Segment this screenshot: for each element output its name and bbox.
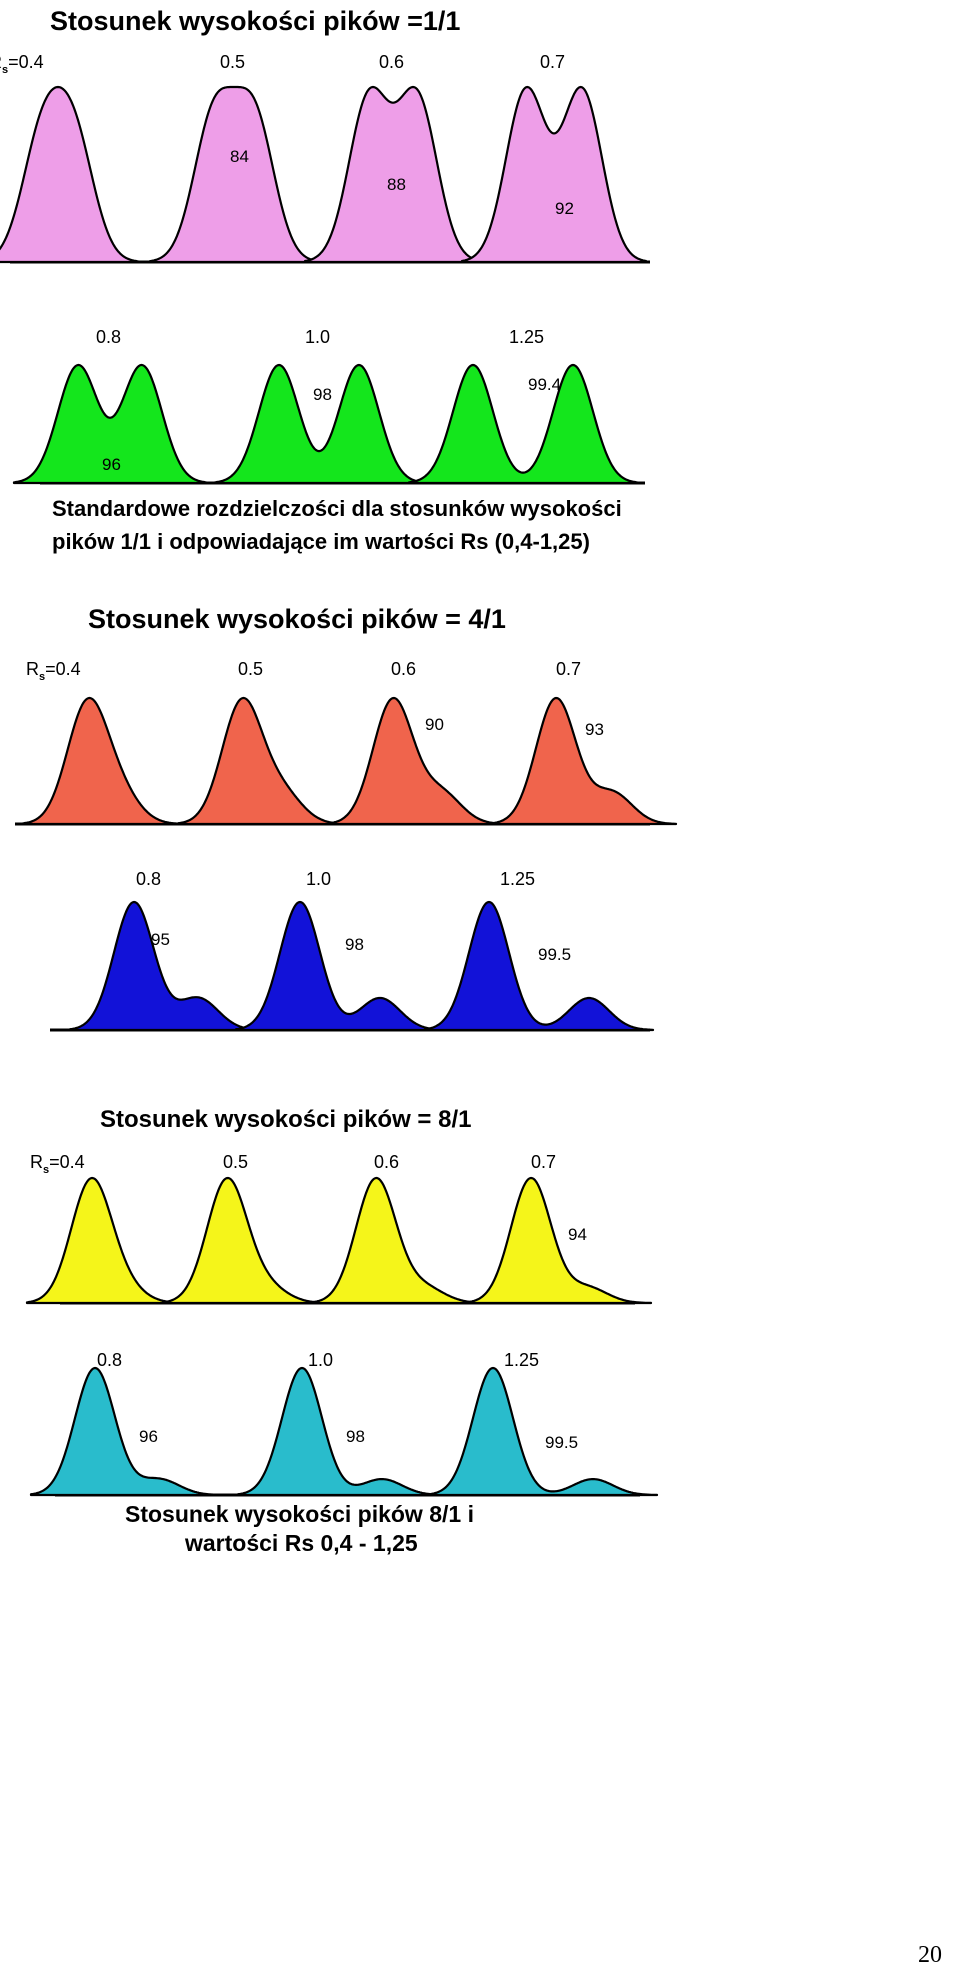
- peak-curve: [327, 696, 507, 826]
- peak-curve: [25, 1176, 189, 1305]
- caption-line: Standardowe rozdzielczości dla stosunków…: [52, 496, 622, 521]
- peak-row: Rs=0.4 0.5 0.6 0.7 94: [25, 1152, 653, 1305]
- rs-label: 1.0: [305, 327, 330, 347]
- valley-value: 90: [425, 715, 444, 734]
- valley-value: 94: [568, 1225, 587, 1244]
- rs-label: 1.0: [308, 1350, 333, 1370]
- peak-curve: [490, 696, 678, 826]
- rs-label: 0.6: [391, 659, 416, 679]
- peak-row: 0.8 96 1.0 98 1.25 99.4: [12, 327, 645, 485]
- rs-label: 0.6: [379, 52, 404, 72]
- valley-value: 99.4: [528, 375, 561, 394]
- peak-curve: [460, 85, 648, 264]
- rs-label: Rs=0.4: [26, 659, 81, 683]
- rs-label: 0.6: [374, 1152, 399, 1172]
- rs-label: Rs=0.4: [0, 52, 44, 76]
- caption-line: wartości Rs 0,4 - 1,25: [184, 1530, 418, 1556]
- section-3: Stosunek wysokości pików = 8/1 Rs=0.4 0.5 0…: [25, 1106, 659, 1556]
- peak-curve: [213, 363, 425, 485]
- peak-curve: [236, 1366, 448, 1497]
- section-title: Stosunek wysokości pików = 4/1: [88, 604, 506, 634]
- valley-value: 99.5: [538, 945, 571, 964]
- rs-label: 0.5: [223, 1152, 248, 1172]
- section-title: Stosunek wysokości pików =1/1: [50, 6, 460, 36]
- peak-curve: [68, 900, 264, 1032]
- peak-curve: [234, 900, 446, 1032]
- peak-curve: [423, 900, 655, 1032]
- rs-label: 1.25: [504, 1350, 539, 1370]
- rs-label: 0.7: [531, 1152, 556, 1172]
- peak-curve: [176, 696, 348, 826]
- section-1: Stosunek wysokości pików =1/1Rs=0.4 0.5 84…: [0, 6, 650, 554]
- rs-label: 0.5: [238, 659, 263, 679]
- peak-curve: [427, 1366, 659, 1497]
- valley-value: 98: [345, 935, 364, 954]
- rs-label: 0.7: [556, 659, 581, 679]
- valley-value: 96: [102, 455, 121, 474]
- caption-line: pików 1/1 i odpowiadające im wartości Rs…: [52, 529, 590, 554]
- rs-label: 0.5: [220, 52, 245, 72]
- peak-curve: [465, 1176, 653, 1305]
- page-number: 20: [918, 1942, 942, 1968]
- peak-curve: [161, 1176, 333, 1305]
- valley-value: 99.5: [545, 1433, 578, 1452]
- rs-label: 0.8: [96, 327, 121, 347]
- rs-label: 1.25: [509, 327, 544, 347]
- peak-curve: [407, 363, 639, 485]
- peak-row: 0.8 95 1.0 98 1.25 99.5: [50, 869, 655, 1032]
- valley-value: 92: [555, 199, 574, 218]
- peak-curve: [0, 85, 140, 264]
- valley-value: 98: [346, 1427, 365, 1446]
- peak-curve: [21, 696, 185, 826]
- peak-curve: [12, 363, 208, 485]
- peak-curve: [29, 1366, 225, 1497]
- valley-value: 93: [585, 720, 604, 739]
- section-2: Stosunek wysokości pików = 4/1 Rs=0.4 0.5 0…: [15, 604, 678, 1032]
- rs-label: 1.0: [306, 869, 331, 889]
- peak-row: Rs=0.4 0.5 84 0.6 88 0.7 92: [0, 52, 650, 264]
- rs-label: 0.8: [97, 1350, 122, 1370]
- rs-label: 0.8: [136, 869, 161, 889]
- valley-value: 98: [313, 385, 332, 404]
- peak-curve: [148, 85, 320, 264]
- rs-label: 1.25: [500, 869, 535, 889]
- rs-label: Rs=0.4: [30, 1152, 85, 1176]
- valley-value: 84: [230, 147, 249, 166]
- valley-value: 96: [139, 1427, 158, 1446]
- valley-value: 88: [387, 175, 406, 194]
- peak-row: Rs=0.4 0.5 0.6 90 0.7 93: [15, 659, 678, 826]
- caption-line: Stosunek wysokości pików 8/1 i: [125, 1501, 474, 1527]
- rs-label: 0.7: [540, 52, 565, 72]
- peak-curve: [303, 85, 483, 264]
- peak-row: 0.8 96 1.0 98 1.25 99.5: [29, 1350, 659, 1497]
- peak-curve: [310, 1176, 490, 1305]
- section-title: Stosunek wysokości pików = 8/1: [100, 1106, 471, 1133]
- valley-value: 95: [151, 930, 170, 949]
